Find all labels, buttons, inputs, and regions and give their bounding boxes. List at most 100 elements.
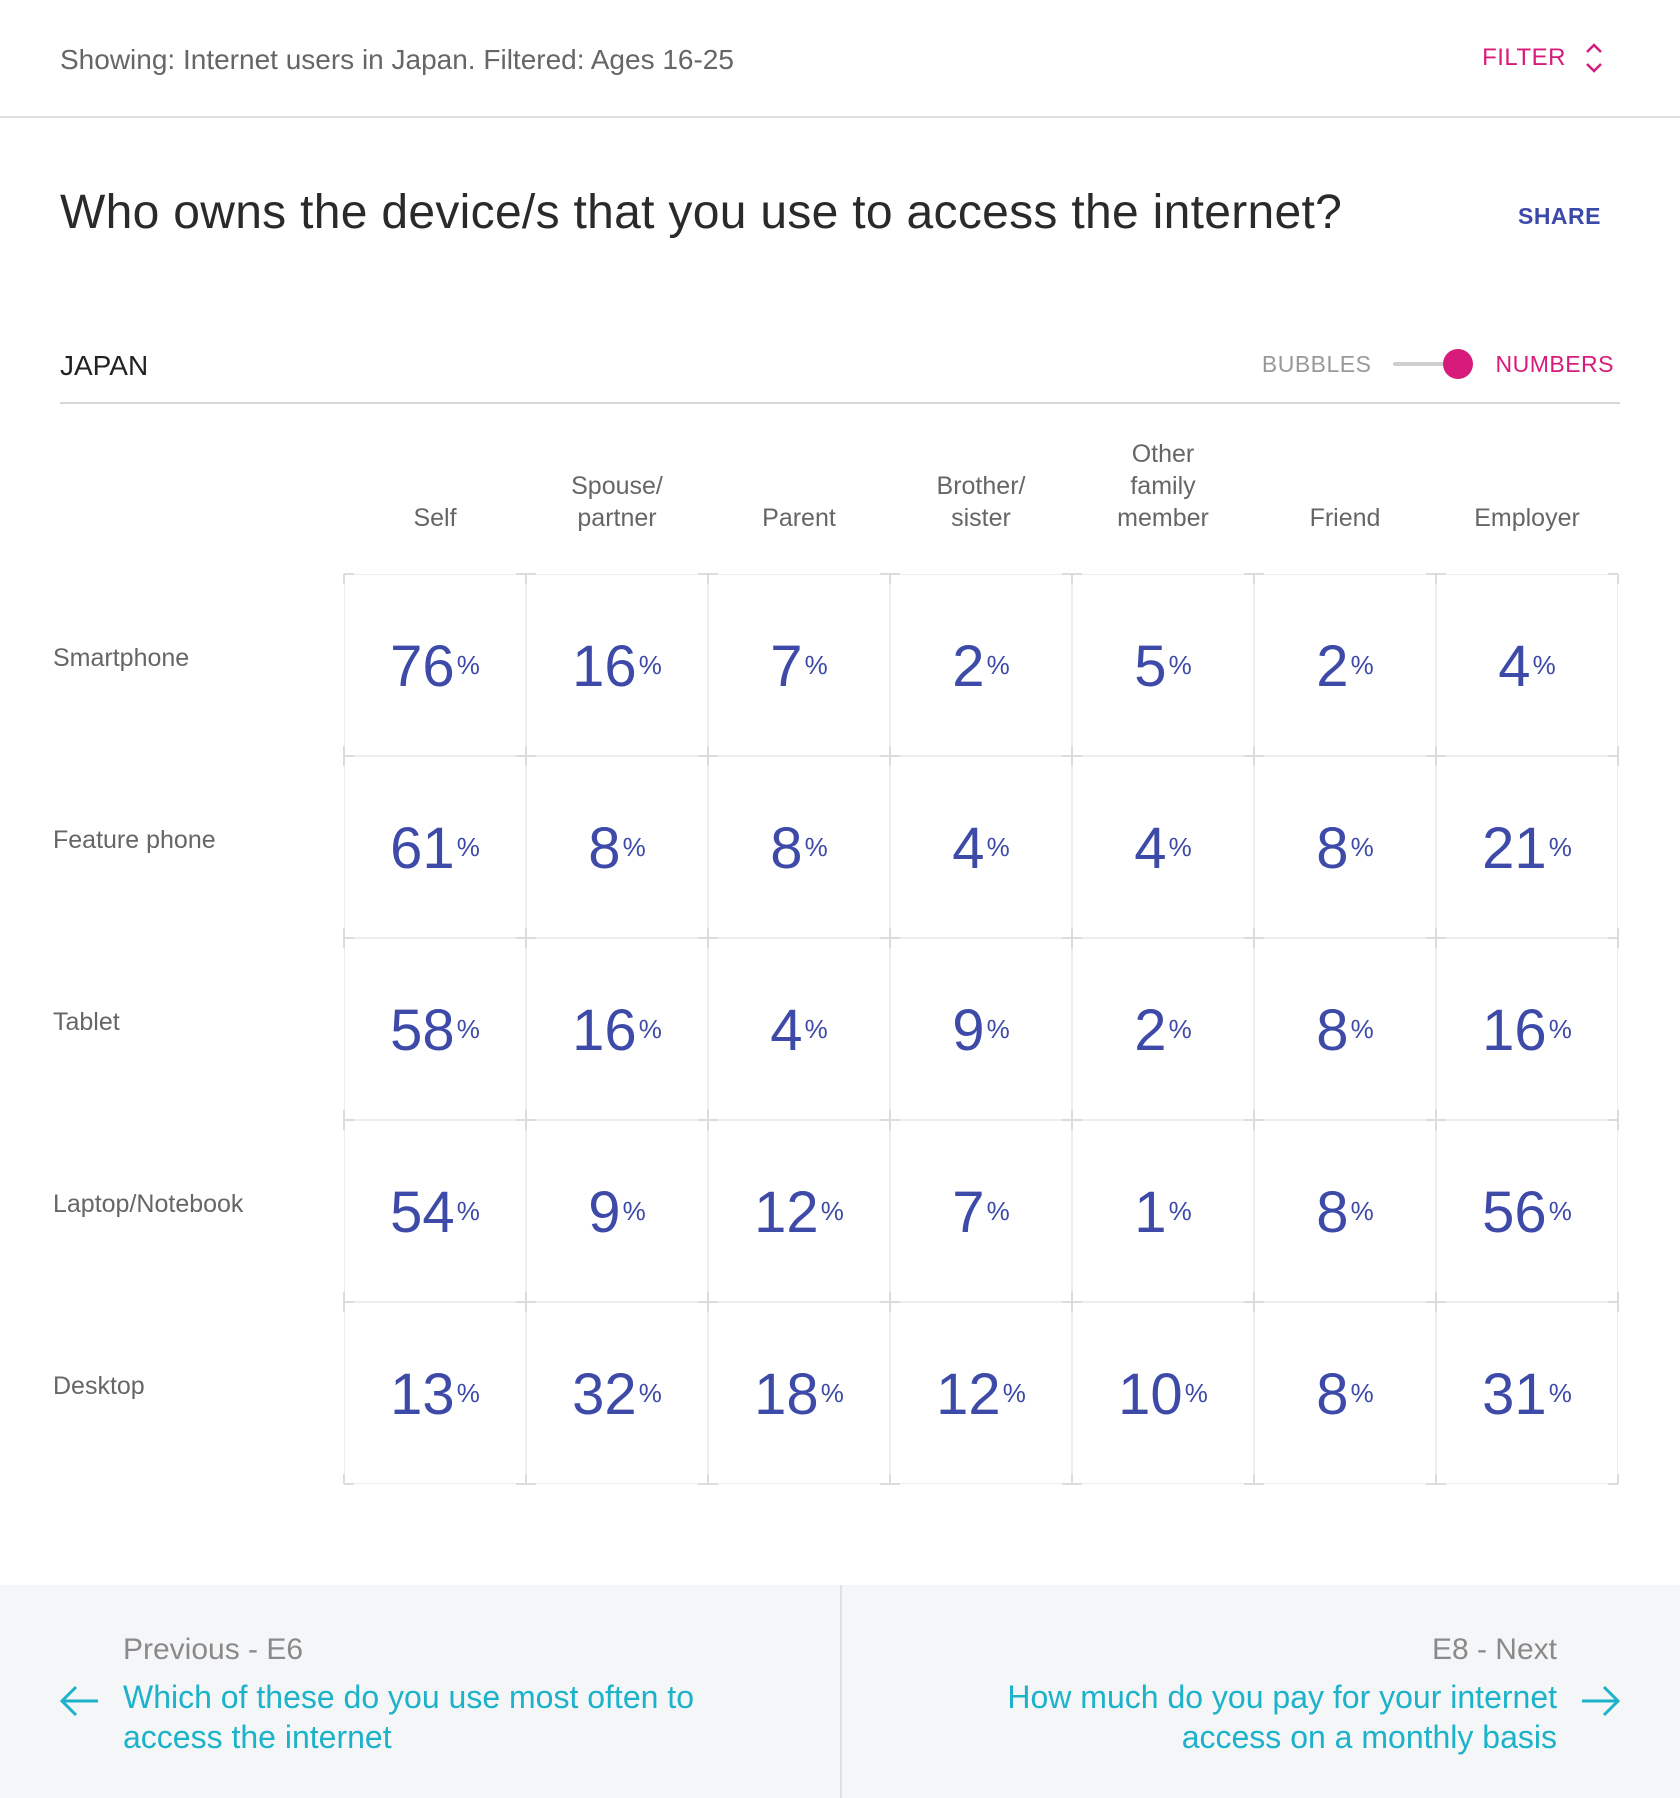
percent-sign: % [1168, 1196, 1192, 1226]
arrow-right-icon[interactable] [1580, 1683, 1622, 1719]
column-header: Self [344, 430, 526, 534]
grid-tick [889, 574, 891, 584]
percent-sign: % [456, 650, 480, 680]
percent-sign: % [1168, 1014, 1192, 1044]
percent-sign: % [1548, 1014, 1572, 1044]
grid-tick [889, 1474, 891, 1484]
percent-sign: % [820, 1196, 844, 1226]
value-cell: 2% [1072, 938, 1254, 1120]
percent-number: 56 [1482, 1180, 1547, 1245]
value-cell: 8% [708, 756, 890, 938]
grid-tick [698, 1483, 718, 1485]
value-cell: 7% [708, 574, 890, 756]
percent-number: 61 [390, 816, 455, 881]
percent-value: 54% [345, 1183, 525, 1243]
value-cell: 32% [526, 1302, 708, 1484]
percent-sign: % [622, 832, 646, 862]
column-header-text: Self [413, 502, 456, 534]
percent-sign: % [622, 1196, 646, 1226]
percent-number: 8 [1316, 1362, 1349, 1427]
grid-tick [880, 1483, 900, 1485]
filter-button[interactable]: FILTER [1482, 40, 1604, 76]
value-cell: 4% [1436, 574, 1618, 756]
grid-tick [1071, 746, 1073, 766]
percent-sign: % [986, 650, 1010, 680]
percent-value: 76% [345, 637, 525, 697]
next-question-link[interactable]: How much do you pay for your internet ac… [1007, 1679, 1557, 1755]
percent-value: 13% [345, 1365, 525, 1425]
percent-value: 8% [709, 819, 889, 879]
grid-tick [343, 1292, 345, 1312]
previous-label: Previous - E6 [123, 1633, 304, 1666]
percent-value: 2% [891, 637, 1071, 697]
grid-tick [1608, 1301, 1618, 1303]
column-header-text: Other family member [1117, 438, 1209, 534]
grid-tick [1426, 1483, 1446, 1485]
grid-tick [344, 1301, 354, 1303]
previous-question-link[interactable]: Which of these do you use most often to … [123, 1679, 694, 1755]
grid-tick [1435, 746, 1437, 766]
percent-value: 31% [1437, 1365, 1617, 1425]
view-switch[interactable] [1391, 348, 1475, 380]
numbers-option[interactable]: NUMBERS [1495, 350, 1614, 377]
grid-tick [1608, 1483, 1618, 1485]
value-cell: 18% [708, 1302, 890, 1484]
value-cell: 31% [1436, 1302, 1618, 1484]
percent-value: 16% [1437, 1001, 1617, 1061]
column-header: Spouse/partner [526, 430, 708, 534]
percent-number: 12 [936, 1362, 1001, 1427]
switch-knob[interactable] [1443, 349, 1474, 379]
column-header-text: Parent [762, 502, 836, 534]
percent-sign: % [804, 832, 828, 862]
percent-sign: % [638, 1378, 662, 1408]
percent-sign: % [820, 1378, 844, 1408]
grid-tick [1071, 1110, 1073, 1130]
percent-value: 7% [891, 1183, 1071, 1243]
grid-tick [343, 1474, 345, 1484]
grid-tick [1617, 1292, 1619, 1312]
filter-bar: Showing: Internet users in Japan. Filter… [0, 0, 1680, 118]
percent-number: 4 [1134, 816, 1167, 881]
grid-tick [1608, 1119, 1618, 1121]
percent-number: 9 [588, 1180, 621, 1245]
percent-sign: % [1548, 1378, 1572, 1408]
value-cell: 7% [890, 1120, 1072, 1302]
percent-value: 8% [1255, 1183, 1435, 1243]
switch-track [1393, 362, 1474, 366]
grid-tick [889, 928, 891, 948]
percent-value: 12% [891, 1365, 1071, 1425]
grid-tick [344, 1119, 354, 1121]
percent-number: 31 [1482, 1362, 1547, 1427]
arrow-left-icon[interactable] [58, 1683, 100, 1719]
share-button[interactable]: SHARE [1517, 203, 1601, 229]
percent-number: 2 [1316, 634, 1349, 699]
value-cell: 9% [526, 1120, 708, 1302]
column-header: Other family member [1072, 430, 1254, 534]
percent-sign: % [638, 1014, 662, 1044]
percent-number: 16 [572, 998, 637, 1063]
percent-number: 7 [952, 1180, 985, 1245]
grid-tick [1617, 1110, 1619, 1130]
grid-tick [525, 1292, 527, 1312]
percent-value: 1% [1073, 1183, 1253, 1243]
row-label: Feature phone [53, 826, 216, 854]
percent-number: 16 [572, 634, 637, 699]
value-cell: 61% [344, 756, 526, 938]
grid-tick [344, 755, 354, 757]
grid-tick [1244, 1483, 1264, 1485]
grid-tick [525, 1110, 527, 1130]
percent-value: 4% [1437, 637, 1617, 697]
percent-sign: % [1350, 1014, 1374, 1044]
percent-number: 54 [390, 1180, 455, 1245]
grid-tick [889, 1292, 891, 1312]
value-cell: 16% [1436, 938, 1618, 1120]
column-header-line: Other [1131, 440, 1195, 468]
value-cell: 76% [344, 574, 526, 756]
percent-value: 2% [1255, 637, 1435, 697]
grid-tick [343, 574, 345, 584]
grid-tick [525, 1474, 527, 1484]
column-header-line: partner [577, 504, 657, 532]
grid-tick [343, 1110, 345, 1130]
bubbles-option[interactable]: BUBBLES [1261, 350, 1372, 377]
percent-number: 16 [1482, 998, 1547, 1063]
